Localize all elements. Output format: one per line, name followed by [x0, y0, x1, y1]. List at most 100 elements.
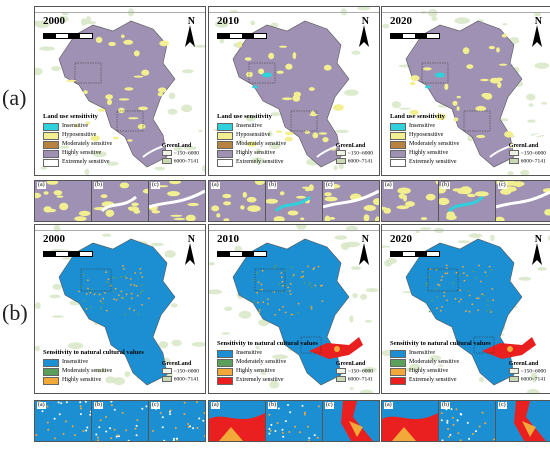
- legend-swatch: [43, 122, 59, 131]
- legend-swatch: [390, 349, 406, 358]
- greenland-label: ~150~6000: [347, 368, 373, 375]
- north-label: N: [534, 16, 542, 27]
- legend-label: Extremely sensitive: [409, 377, 457, 383]
- legend-item: Insensitive: [217, 349, 318, 358]
- legend-swatch: [43, 149, 59, 158]
- inset-map: (a): [34, 400, 92, 442]
- inset-map: (c): [495, 180, 550, 222]
- coordinate-ticks: [382, 8, 550, 13]
- scale-bar: [390, 33, 440, 39]
- legend-item: Insensitive: [390, 349, 491, 358]
- legend-swatch: [217, 367, 233, 376]
- coordinate-ticks: [209, 8, 379, 13]
- legend-item: Moderately sensitive: [217, 358, 318, 367]
- legend-item: Highly sensitive: [217, 367, 318, 376]
- legend-label: Moderately sensitive: [409, 141, 460, 147]
- greenland-label: 6000~7141: [520, 376, 546, 382]
- panel-year: 2020: [390, 233, 412, 245]
- inset-map: (b): [438, 180, 496, 222]
- greenland-legend: GreenLand ~150~6000 6000~7141: [335, 361, 373, 383]
- legend-label: Highly sensitive: [62, 150, 102, 156]
- inset-label: (a): [384, 182, 393, 189]
- legend-swatch: [217, 358, 233, 367]
- legend-label: Moderately sensitive: [236, 141, 287, 147]
- map-canvas: [382, 9, 550, 175]
- legend-item: Moderately sensitive: [217, 140, 286, 149]
- legend-label: Highly sensitive: [62, 377, 102, 383]
- legend-label: Hyposensitive: [62, 132, 97, 138]
- north-arrow-icon: [359, 243, 369, 265]
- map-canvas: [35, 225, 205, 386]
- inset-map: (b): [438, 400, 496, 442]
- inset-label: (a): [211, 182, 220, 189]
- inset-label: (a): [211, 402, 220, 409]
- legend-label: Highly sensitive: [236, 150, 276, 156]
- greenland-title: GreenLand: [335, 143, 366, 150]
- north-arrow-icon: [185, 243, 195, 265]
- map-canvas: [35, 8, 205, 175]
- coordinate-ticks: [382, 226, 550, 231]
- greenland-label: 6000~7141: [347, 158, 373, 164]
- row-label-a: (a): [2, 85, 27, 110]
- scale-bar: [217, 33, 267, 39]
- inset-label: (b): [441, 182, 450, 189]
- legend-item: Extremely sensitive: [390, 158, 459, 167]
- inset-map: (c): [495, 400, 550, 442]
- legend-item: Moderately sensitive: [43, 140, 112, 149]
- legend-swatch: [390, 140, 406, 149]
- legend-swatch: [43, 367, 59, 376]
- panel-year: 2010: [217, 15, 239, 27]
- panel-year: 2000: [43, 233, 65, 245]
- legend-title: Land use sensitivity: [43, 113, 98, 120]
- scale-bar: [217, 251, 267, 257]
- legend-label: Insensitive: [236, 350, 262, 356]
- greenland-item: ~150~6000: [161, 150, 199, 157]
- inset-label: (a): [37, 402, 46, 409]
- legend-swatch: [390, 367, 406, 376]
- inset-map: (a): [208, 180, 266, 222]
- legend-title: Sensitivity to natural cultural values: [217, 340, 318, 347]
- land-use-map-2020: 2020 N Land use sensitivity Insensitive Hy…: [381, 6, 550, 176]
- greenland-label: ~150~6000: [173, 150, 199, 157]
- inset-label: (b): [268, 182, 277, 189]
- greenland-label: ~150~6000: [347, 150, 373, 157]
- greenland-label: 6000~7141: [520, 158, 546, 164]
- legend-item: Hyposensitive: [43, 131, 112, 140]
- scale-bar: [43, 33, 93, 39]
- north-label: N: [361, 234, 369, 245]
- inset-label: (c): [325, 402, 334, 409]
- legend-item: Extremely sensitive: [217, 158, 286, 167]
- legend-label: Moderately sensitive: [409, 359, 460, 365]
- natural-legend: Sensitivity to natural cultural values In…: [390, 339, 491, 385]
- row-label-b: (b): [2, 300, 28, 325]
- inset-map: (a): [208, 400, 266, 442]
- legend-item: Moderately sensitive: [390, 358, 491, 367]
- greenland-label: ~150~6000: [520, 150, 546, 157]
- legend-swatch: [390, 358, 406, 367]
- greenland-item: ~150~6000: [161, 368, 199, 375]
- greenland-title: GreenLand: [161, 143, 192, 150]
- legend-label: Hyposensitive: [409, 132, 444, 138]
- legend-label: Hyposensitive: [236, 132, 271, 138]
- greenland-item: 6000~7141: [161, 157, 199, 165]
- inset-label: (b): [441, 402, 450, 409]
- greenland-item: 6000~7141: [161, 375, 199, 383]
- natural-map-2000: 2000 N Sensitivity to natural cultural v…: [34, 224, 206, 394]
- greenland-legend: GreenLand ~150~6000 6000~7141: [508, 143, 546, 165]
- greenland-item: 6000~7141: [508, 375, 546, 383]
- inset-label: (c): [325, 182, 334, 189]
- legend-label: Highly sensitive: [236, 368, 276, 374]
- legend-label: Insensitive: [409, 123, 435, 129]
- legend-item: Extremely sensitive: [390, 376, 491, 385]
- legend-label: Extremely sensitive: [236, 377, 284, 383]
- inset-map: (b): [91, 400, 149, 442]
- coordinate-ticks: [209, 226, 379, 231]
- map-canvas: [382, 227, 550, 393]
- legend-label: Highly sensitive: [409, 150, 449, 156]
- legend-swatch: [390, 149, 406, 158]
- legend-swatch: [217, 131, 233, 140]
- map-canvas: [212, 7, 379, 171]
- scale-bar: [390, 251, 440, 257]
- inset-label: (a): [37, 182, 46, 189]
- inset-map: (b): [265, 180, 323, 222]
